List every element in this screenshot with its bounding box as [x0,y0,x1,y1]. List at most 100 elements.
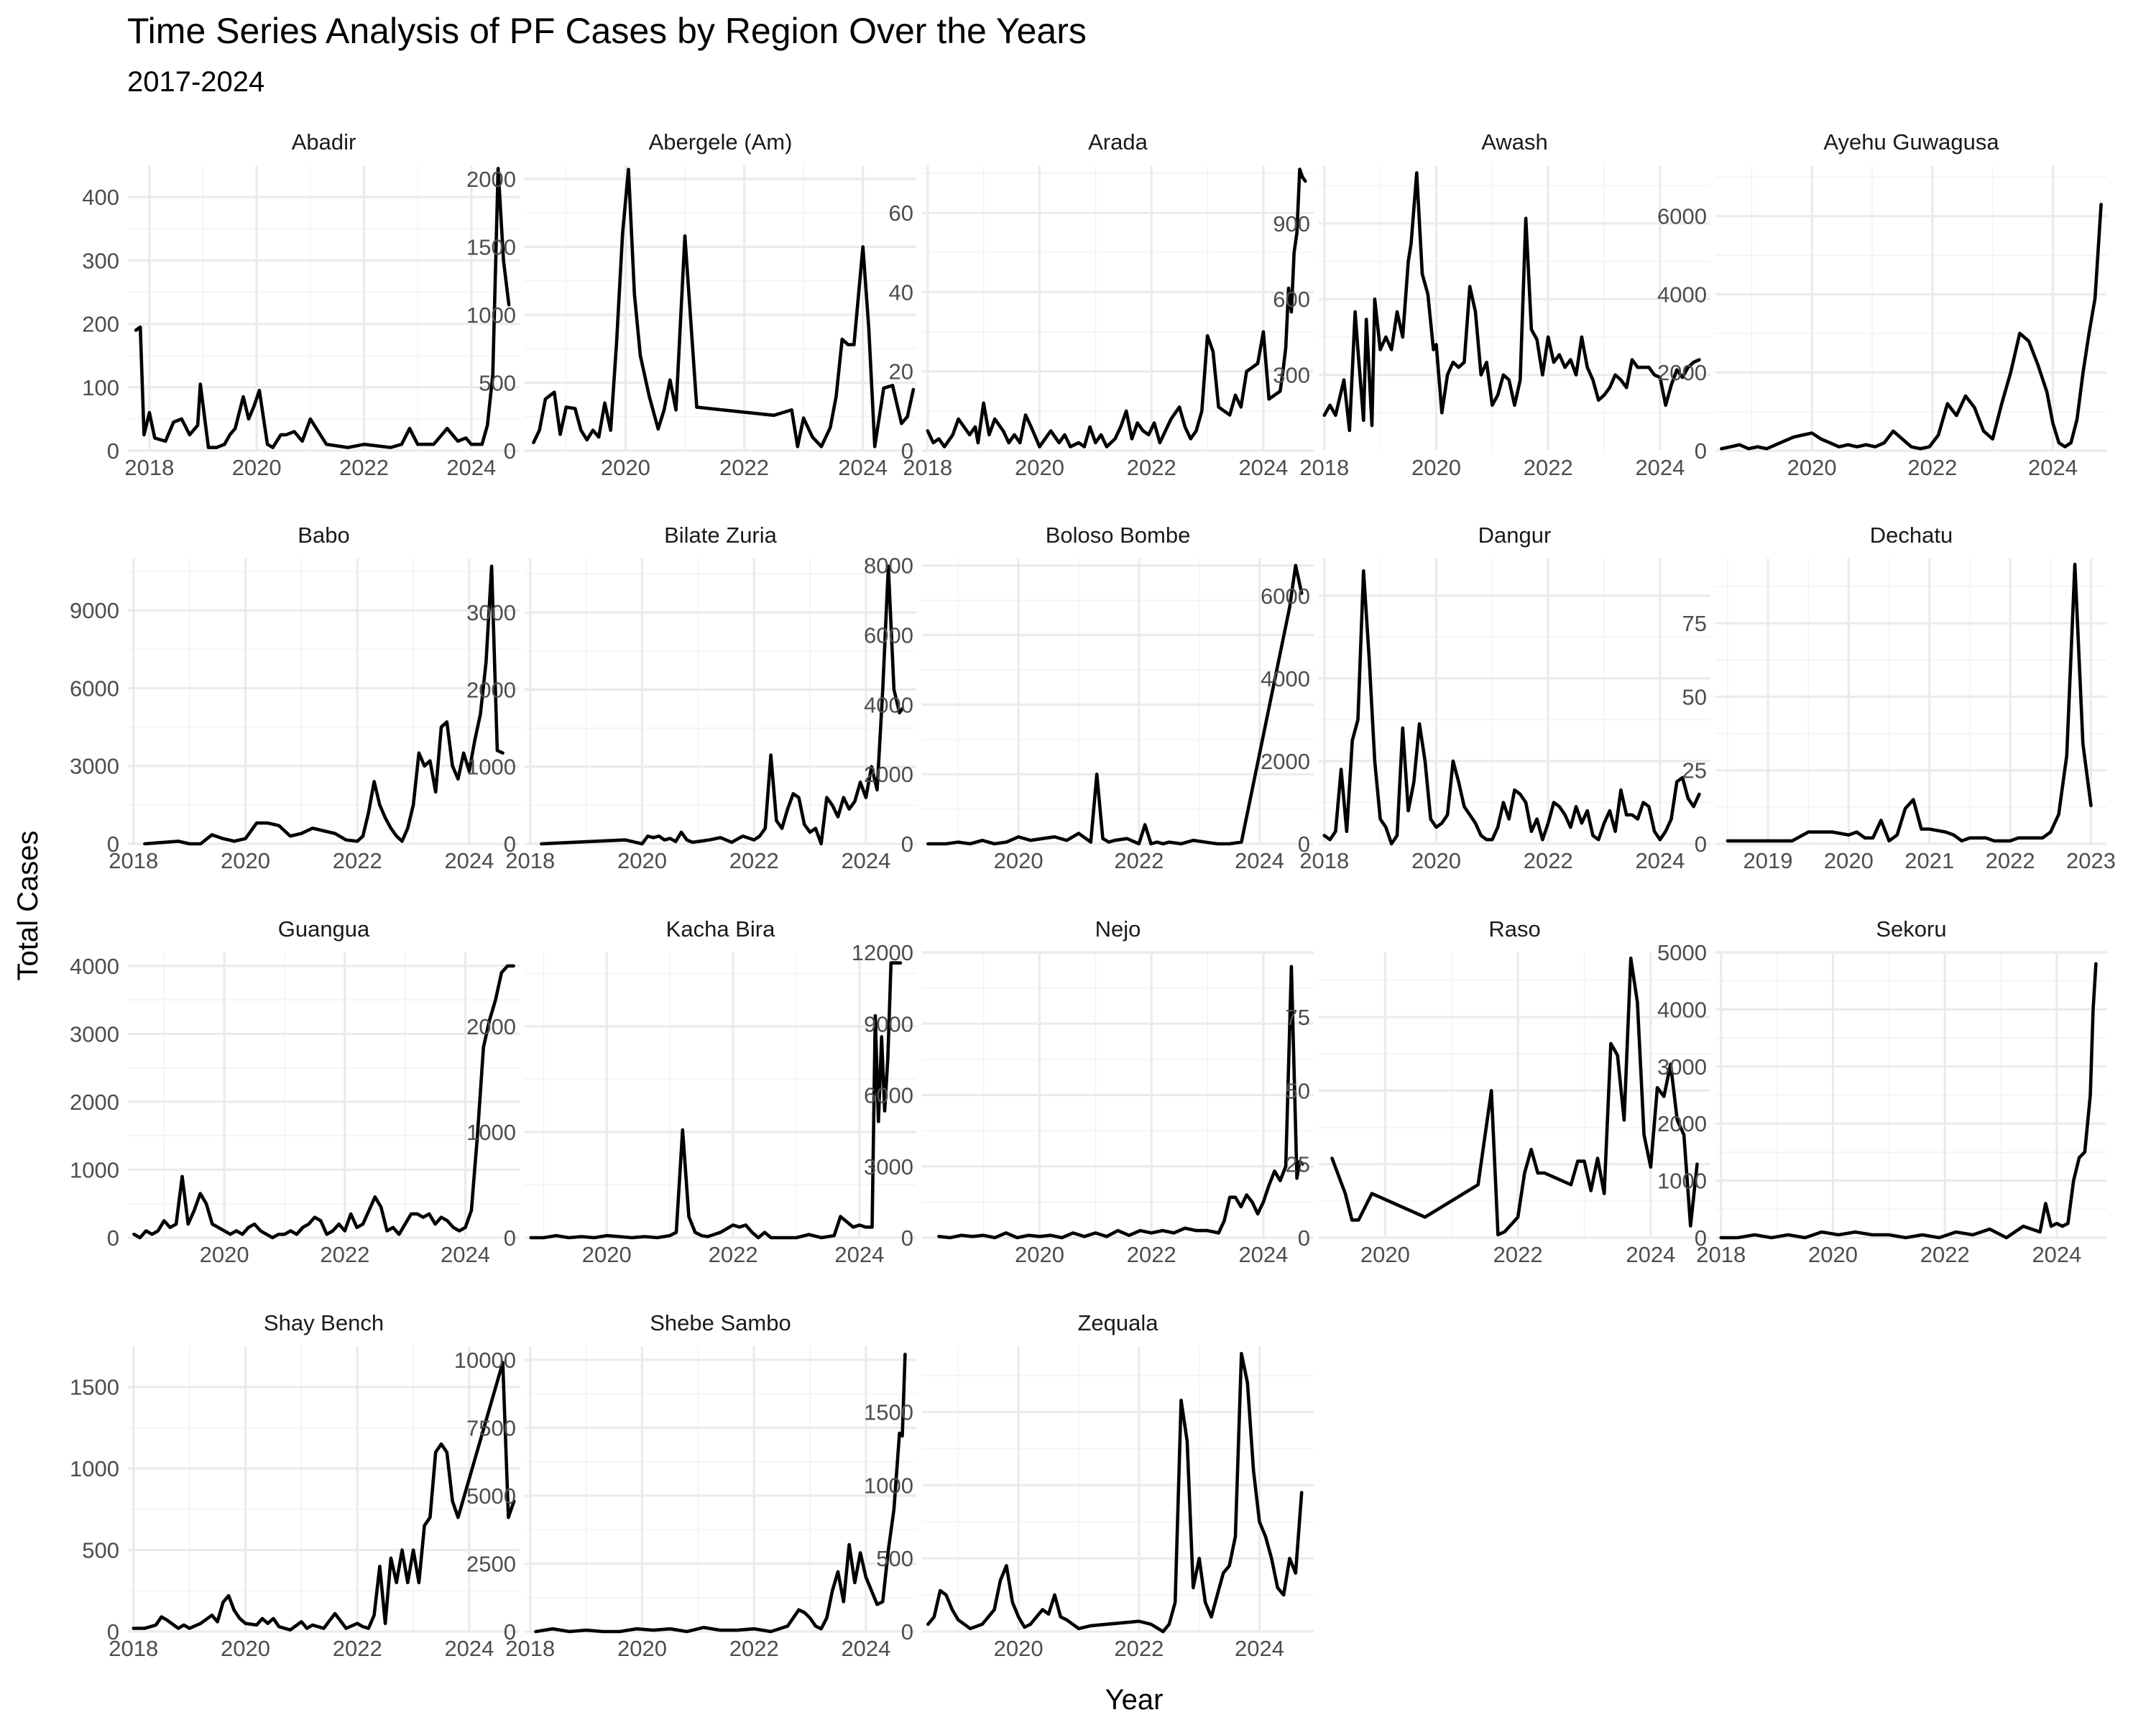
y-tick-label: 4000 [1261,666,1310,691]
facet-label-dechatu: Dechatu [1870,523,1953,548]
y-tick-label: 4000 [1657,997,1707,1022]
facet-label-zequala: Zequala [1077,1310,1158,1335]
x-tick-label: 2020 [1015,1242,1064,1267]
y-tick-label: 40 [889,280,913,305]
facet-label-boloso-bombe: Boloso Bombe [1046,523,1191,548]
x-tick-label: 2022 [1493,1242,1543,1267]
x-tick-label: 2020 [617,848,667,873]
y-tick-label: 20 [889,359,913,385]
x-tick-label: 2024 [444,1636,494,1661]
x-tick-label: 2024 [2028,455,2078,480]
y-tick-label: 2000 [1657,360,1707,385]
y-axis-title: Total Cases [12,831,44,981]
x-tick-label: 2020 [1015,455,1064,480]
x-tick-label: 2022 [729,848,779,873]
y-tick-label: 1500 [466,234,516,259]
y-tick-label: 2000 [466,1014,516,1039]
y-tick-label: 9000 [864,1011,913,1036]
y-tick-label: 3000 [70,1021,119,1046]
y-tick-label: 4000 [864,692,913,717]
panel-abadir: 2018 2020 2022 2024 0 100 200 300 400 Abadir [82,129,520,480]
y-tick-label: 4000 [1657,282,1707,307]
series-line-raso [1330,956,1699,1237]
y-tick-label: 0 [107,1225,119,1251]
panel-dechatu: 2019 2020 2021 2022 2023 0 25 50 75 Dechatu [1682,523,2116,873]
x-tick-label: 2018 [109,1636,158,1661]
panel-babo: 2018 2020 2022 2024 0 3000 6000 9000 Babo [70,523,520,873]
y-tick-label: 0 [504,1619,516,1644]
x-tick-label: 2020 [1411,848,1461,873]
y-tick-label: 3000 [466,600,516,625]
y-tick-label: 1000 [466,755,516,780]
facet-label-dangur: Dangur [1478,523,1552,548]
x-tick-label: 2022 [719,455,769,480]
y-tick-label: 900 [1273,211,1310,236]
y-tick-label: 0 [1695,832,1707,857]
panel-shay-bench: 2018 2020 2022 2024 0 500 1000 1500 Shay Bench [70,1310,520,1661]
x-tick-label: 2022 [1127,1242,1176,1267]
facet-label-abadir: Abadir [292,129,356,155]
y-tick-label: 1000 [70,1157,119,1182]
y-tick-label: 9000 [70,598,119,623]
panel-shebe-sambo: 2018 2020 2022 2024025005000750010000Shebe … [454,1310,916,1661]
x-tick-label: 2022 [709,1242,758,1267]
y-tick-label: 0 [1298,832,1310,857]
x-tick-label: 2018 [1299,455,1349,480]
series-line-nejo [937,965,1304,1240]
y-tick-label: 60 [889,201,913,226]
x-tick-label: 2020 [1808,1242,1858,1267]
y-tick-label: 5000 [1657,940,1707,965]
x-tick-label: 2022 [333,848,382,873]
facet-label-guangua: Guangua [278,916,370,942]
x-tick-label: 2023 [2066,848,2116,873]
facet-label-ayehu-guwagusa: Ayehu Guwagusa [1823,129,1999,155]
y-tick-label: 25 [1286,1152,1310,1177]
panel-ayehu-guwagusa: 2020 2022 2024 0 2000 4000 6000 Ayehu Guwagusa [1657,129,2107,480]
y-tick-label: 500 [82,1538,119,1563]
y-tick-label: 2000 [70,1090,119,1115]
y-tick-label: 12000 [852,940,913,965]
series-line-dechatu [1726,562,2093,843]
y-tick-label: 200 [82,312,119,337]
x-tick-label: 2022 [1524,848,1573,873]
series-line-zequala [926,1351,1304,1634]
x-tick-label: 2020 [582,1242,632,1267]
y-tick-label: 50 [1286,1078,1310,1103]
facet-label-shebe-sambo: Shebe Sambo [650,1310,791,1335]
panel-nejo: 2020 2022 2024 0 3000 6000 9000 12000 Nejo [852,916,1314,1267]
y-tick-label: 600 [1273,287,1310,312]
y-tick-label: 0 [1695,438,1707,464]
y-tick-label: 10000 [454,1348,516,1373]
y-tick-label: 0 [901,438,913,464]
x-tick-label: 2022 [1907,455,1957,480]
y-tick-label: 1000 [466,1120,516,1145]
y-tick-label: 100 [82,375,119,400]
series-line-ayehu-guwagusa [1720,203,2103,451]
x-tick-label: 2018 [505,1636,555,1661]
x-tick-label: 2022 [339,455,389,480]
x-tick-label: 2021 [1904,848,1954,873]
series-line-dangur [1322,569,1701,846]
x-tick-label: 2024 [1626,1242,1675,1267]
x-tick-label: 2020 [1360,1242,1410,1267]
y-tick-label: 0 [504,438,516,464]
facet-label-bilate-zuria: Bilate Zuria [664,523,778,548]
panel-bilate-zuria: 2018 2020 2022 2024 0 1000 2000 3000 Bilate Zuri… [466,523,916,873]
x-tick-label: 2022 [333,1636,382,1661]
y-tick-label: 6000 [864,623,913,648]
y-tick-label: 1000 [1657,1169,1707,1194]
x-tick-label: 2022 [1986,848,2035,873]
y-tick-label: 500 [479,370,516,395]
y-tick-label: 0 [107,832,119,857]
x-axis-title: Year [1105,1684,1164,1716]
series-line-boloso-bombe [926,564,1304,846]
y-tick-label: 500 [876,1546,913,1571]
x-tick-label: 2020 [221,848,270,873]
x-tick-label: 2024 [1635,455,1685,480]
x-tick-label: 2024 [446,455,496,480]
chart-subtitle: 2017-2024 [127,66,264,98]
y-tick-label: 0 [1695,1225,1707,1251]
x-tick-label: 2020 [232,455,282,480]
series-line-babo [143,564,505,846]
